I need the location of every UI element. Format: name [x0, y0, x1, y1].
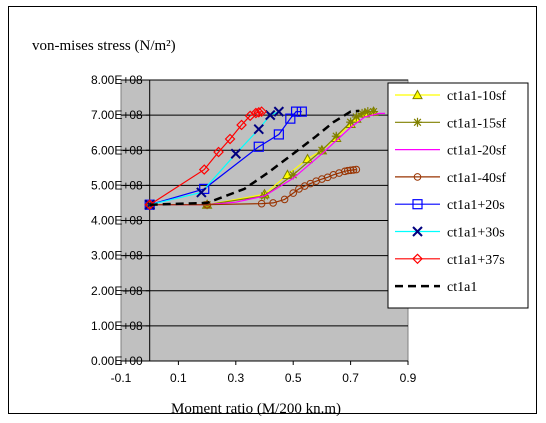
legend: ct1a1-10sf ct1a1-15sf ct1a1-20sf ct1a1-40sf… [387, 82, 529, 309]
y-tick-label: 0.00E+00 [91, 354, 143, 368]
data-point [290, 106, 302, 117]
data-point [224, 133, 236, 145]
y-tick-label: 7.00E+08 [91, 108, 143, 122]
legend-items: ct1a1-10sf ct1a1-15sf ct1a1-20sf ct1a1-40sf… [395, 89, 506, 295]
y-tick-label: 6.00E+08 [91, 143, 143, 157]
x-tick-label: 0.9 [400, 371, 417, 385]
data-point [253, 123, 264, 135]
data-point [352, 165, 361, 174]
legend-label: ct1a1-20sf [447, 144, 506, 159]
data-point [236, 119, 247, 131]
legend-marker [412, 89, 423, 100]
legend-label: ct1a1+37s [447, 253, 505, 268]
x-tick-labels: -0.1 0.1 0.3 0.5 0.7 0.9 [111, 371, 417, 385]
legend-marker [412, 199, 423, 210]
y-tick-label: 4.00E+08 [91, 214, 143, 228]
data-point [346, 166, 355, 175]
legend-marker [412, 226, 423, 237]
data-point [349, 166, 358, 174]
y-tick-label: 1.00E+08 [91, 319, 143, 333]
chart-title: von-mises stress (N/m²) [32, 38, 176, 54]
data-point [144, 199, 156, 211]
legend-label: ct1a1-15sf [447, 116, 506, 131]
data-point [351, 112, 361, 122]
legend-label: ct1a1+30s [447, 226, 505, 241]
data-point [343, 166, 352, 175]
y-tick-label: 3.00E+08 [91, 249, 143, 263]
data-point [289, 189, 298, 197]
data-point [331, 131, 341, 141]
x-axis-label: Moment ratio (M/200 kn.m) [171, 401, 341, 417]
data-point [341, 167, 349, 176]
data-point [280, 195, 289, 204]
x-tick-label: 0.1 [170, 371, 187, 385]
data-point [296, 106, 307, 117]
data-point [273, 106, 285, 117]
axes [120, 79, 409, 365]
data-point [363, 107, 373, 117]
x-tick-label: 0.3 [227, 371, 244, 385]
legend-box [387, 82, 529, 309]
data-point [253, 141, 264, 152]
data-point [213, 146, 224, 158]
y-tick-label: 5.00E+08 [91, 178, 143, 192]
series-lines [144, 106, 385, 211]
data-point [198, 164, 210, 175]
data-point [257, 199, 266, 208]
x-tick-label: 0.7 [342, 371, 359, 385]
legend-label: ct1a1 [447, 280, 477, 295]
data-point [273, 129, 284, 140]
series-line-ct1a1 [149, 109, 360, 206]
legend-label: ct1a1-40sf [447, 171, 506, 186]
data-point [203, 200, 211, 209]
y-tick-labels: 0.00E+00 1.00E+08 2.00E+08 3.00E+08 4.00E+08… [91, 73, 143, 368]
data-point [196, 187, 207, 198]
data-point [199, 183, 210, 194]
data-point [230, 148, 242, 159]
x-tick-label: -0.1 [111, 371, 132, 385]
data-point [250, 107, 262, 119]
data-point [256, 106, 267, 117]
legend-label: ct1a1-10sf [447, 89, 506, 104]
data-point [285, 113, 296, 124]
legend-marker [412, 253, 423, 265]
legend-label: ct1a1+20s [447, 198, 505, 213]
x-tick-label: 0.5 [285, 371, 302, 385]
data-point [265, 109, 276, 121]
legend-marker [413, 117, 422, 127]
legend-marker [413, 173, 422, 181]
series-line-ct1a1-20sf [149, 112, 385, 206]
y-tick-label: 2.00E+08 [91, 284, 143, 298]
y-tick-label: 8.00E+08 [91, 73, 143, 87]
data-point [269, 199, 277, 207]
data-point [253, 106, 265, 118]
